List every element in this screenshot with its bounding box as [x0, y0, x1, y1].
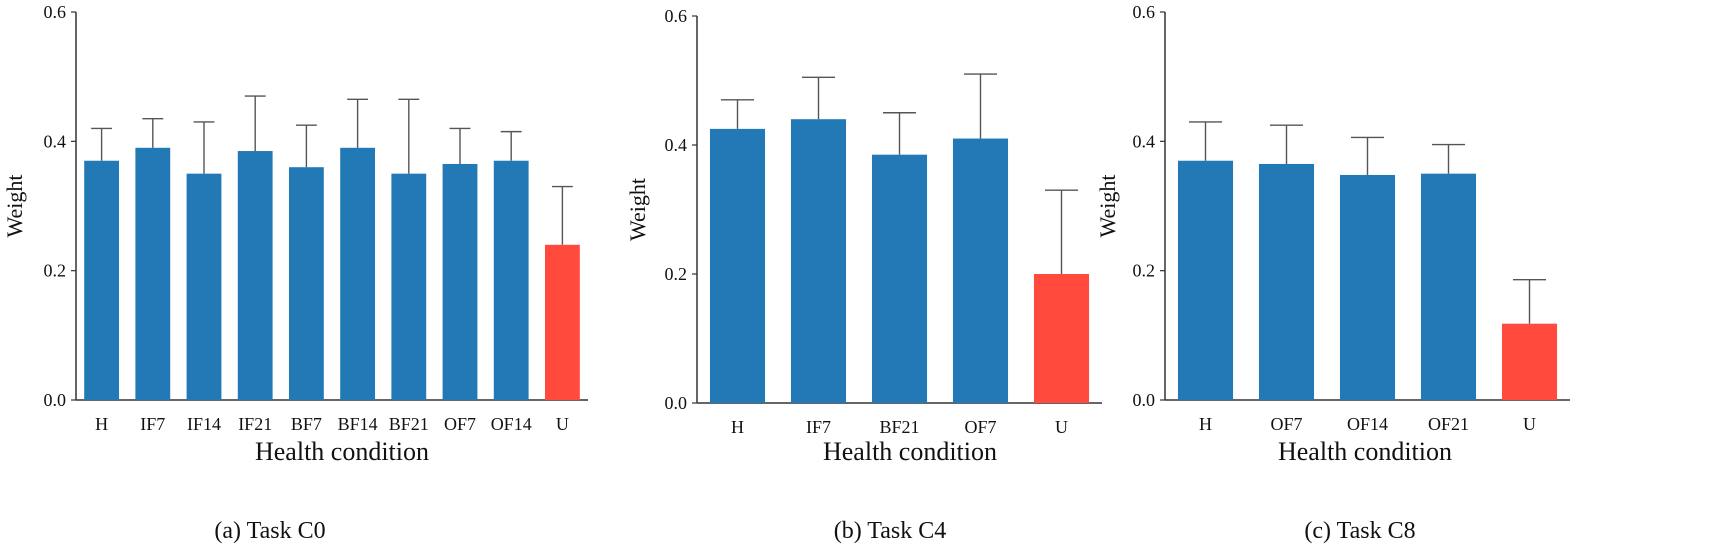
x-tick-label: IF7 — [806, 417, 831, 437]
bar-if7 — [135, 147, 171, 400]
y-tick-label: 0.0 — [665, 393, 688, 413]
y-tick-label: 0.2 — [665, 264, 688, 284]
x-tick-label: OF7 — [964, 417, 996, 437]
x-tick-label: BF21 — [389, 414, 429, 434]
x-axis-label: Health condition — [255, 437, 429, 466]
y-tick-label: 0.2 — [1133, 261, 1156, 281]
bar-u — [1501, 323, 1558, 400]
bar-u — [1033, 274, 1090, 403]
bar-u — [544, 244, 580, 400]
x-tick-label: BF7 — [291, 414, 322, 434]
y-tick-label: 0.4 — [1133, 131, 1156, 151]
chart-panel-1: 0.0 0.2 0.4 0.6 H IF7 IF14 IF21 BF7 BF14 BF21 OF7 OF… — [2, 2, 588, 544]
y-tick-label: 0.0 — [44, 390, 67, 410]
x-tick-label: IF21 — [238, 414, 272, 434]
x-tick-label: IF14 — [187, 414, 221, 434]
x-tick-label: OF14 — [1347, 414, 1388, 434]
bar-bf7 — [288, 167, 324, 400]
y-tick-label: 0.6 — [44, 2, 67, 22]
chart-panel-2: 0.0 0.2 0.4 0.6 H IF7 BF21 OF7 U Weight Health con… — [625, 6, 1102, 544]
y-tick-label: 0.2 — [44, 261, 67, 281]
bar-if7 — [790, 119, 847, 403]
bar-of14 — [1339, 174, 1396, 400]
x-tick-label: BF21 — [879, 417, 919, 437]
y-tick-label: 0.6 — [665, 6, 688, 26]
chart-caption: (a) Task C0 — [214, 518, 325, 544]
y-tick-label: 0.0 — [1133, 390, 1156, 410]
bar-h — [1177, 160, 1234, 400]
x-tick-label: OF21 — [1428, 414, 1469, 434]
bar-if14 — [186, 173, 222, 400]
x-tick-label: H — [1199, 414, 1212, 434]
bar-h — [709, 128, 766, 403]
bar-of7 — [442, 163, 478, 400]
x-axis-label: Health condition — [1278, 437, 1452, 466]
bar-if21 — [237, 151, 273, 400]
bar-bf14 — [340, 147, 376, 400]
y-axis-label: Weight — [1095, 175, 1120, 238]
bar-bf21 — [391, 173, 427, 400]
bar-of7 — [952, 138, 1009, 404]
x-tick-label: OF7 — [1270, 414, 1302, 434]
x-tick-label: H — [731, 417, 744, 437]
y-tick-label: 0.6 — [1133, 2, 1156, 22]
bar-of7 — [1258, 163, 1315, 400]
chart-caption: (b) Task C4 — [834, 518, 947, 544]
x-tick-label: OF7 — [444, 414, 476, 434]
x-tick-label: H — [95, 414, 108, 434]
bar-of14 — [493, 160, 529, 400]
y-tick-label: 0.4 — [44, 131, 67, 151]
y-axis-label: Weight — [625, 178, 650, 241]
x-tick-label: OF14 — [491, 414, 532, 434]
chart-caption: (c) Task C8 — [1304, 518, 1415, 544]
y-axis-label: Weight — [2, 175, 27, 238]
x-tick-label: U — [556, 414, 569, 434]
bar-of21 — [1420, 173, 1477, 400]
y-tick-label: 0.4 — [665, 135, 688, 155]
chart-panel-3: 0.0 0.2 0.4 0.6 H OF7 OF14 OF21 U Weight Health co… — [1095, 2, 1570, 544]
x-tick-label: BF14 — [338, 414, 378, 434]
x-tick-label: U — [1523, 414, 1536, 434]
bar-bf21 — [871, 154, 928, 403]
x-axis-label: Health condition — [823, 437, 997, 466]
x-tick-label: U — [1055, 417, 1068, 437]
x-tick-label: IF7 — [140, 414, 165, 434]
bar-h — [84, 160, 120, 400]
